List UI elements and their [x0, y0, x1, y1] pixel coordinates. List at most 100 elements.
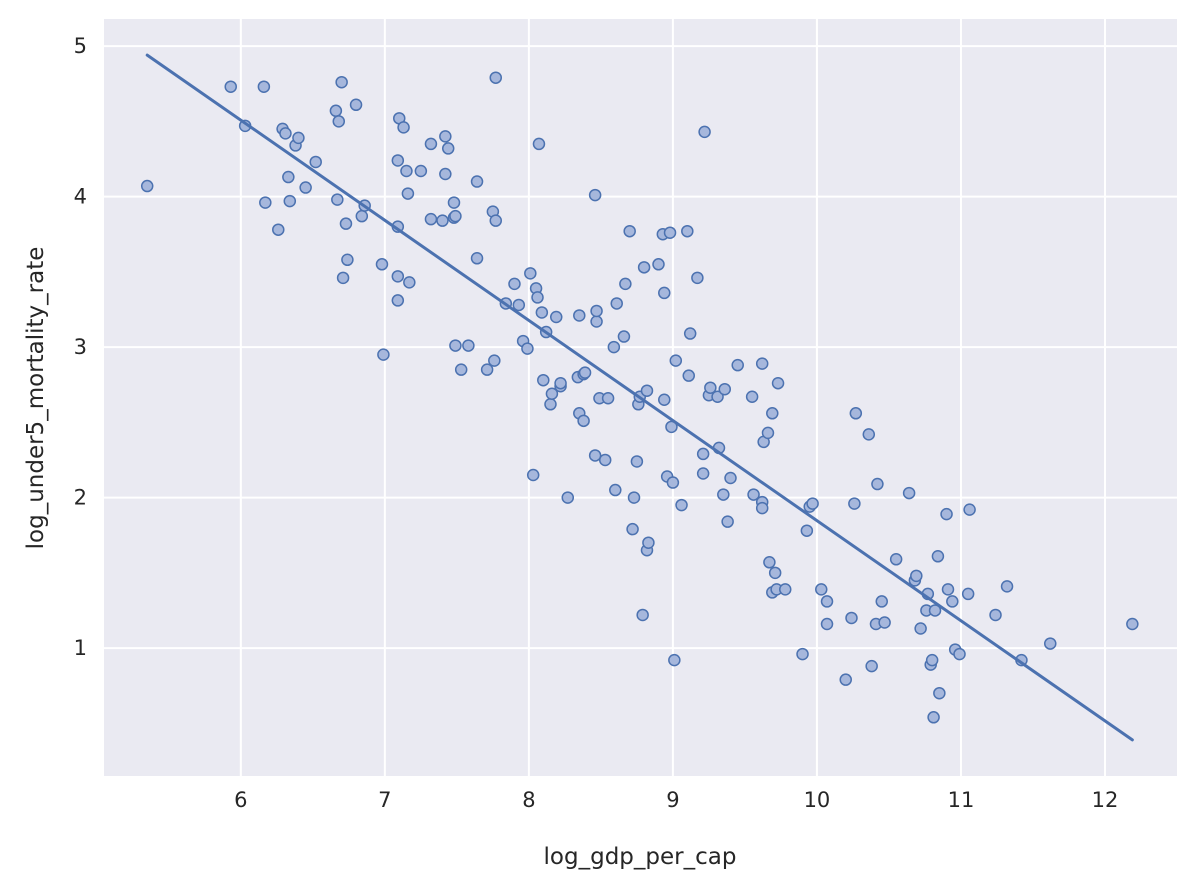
- data-point: [914, 622, 927, 635]
- data-point: [989, 608, 1002, 622]
- data-point: [925, 653, 939, 667]
- data-point: [489, 214, 503, 227]
- data-point: [299, 181, 312, 194]
- data-point: [953, 647, 966, 661]
- data-point: [588, 449, 602, 462]
- data-point: [400, 164, 413, 178]
- data-point: [391, 154, 405, 167]
- x-axis-label: log_gdp_per_cap: [544, 844, 737, 870]
- data-point: [447, 196, 461, 209]
- data-point: [845, 611, 858, 625]
- data-point: [439, 167, 452, 181]
- data-point: [704, 381, 717, 394]
- data-point: [470, 252, 484, 265]
- data-point: [512, 298, 526, 312]
- data-point: [391, 294, 405, 307]
- data-point: [554, 376, 567, 390]
- data-point: [257, 80, 271, 93]
- data-point: [768, 566, 782, 580]
- data-point: [349, 98, 363, 112]
- data-point: [309, 155, 322, 169]
- data-point: [140, 179, 154, 193]
- grid-lines: [104, 19, 1177, 776]
- data-point: [698, 125, 711, 139]
- data-point: [761, 426, 775, 440]
- data-point: [961, 587, 975, 601]
- data-point: [902, 486, 916, 500]
- data-point: [283, 194, 297, 208]
- data-point: [778, 583, 792, 596]
- data-point: [771, 376, 785, 390]
- data-point: [619, 277, 632, 291]
- data-point: [682, 369, 695, 382]
- data-point: [292, 131, 305, 145]
- data-point: [683, 327, 697, 340]
- data-point: [590, 315, 603, 328]
- data-point: [745, 390, 759, 403]
- data-point: [946, 595, 959, 608]
- data-point: [590, 304, 603, 318]
- data-points: [140, 71, 1139, 724]
- data-point: [928, 604, 942, 617]
- data-point: [524, 267, 537, 280]
- data-point: [532, 137, 546, 151]
- data-point: [259, 196, 272, 209]
- data-point: [927, 711, 940, 724]
- data-point: [331, 193, 344, 206]
- data-point: [658, 286, 671, 300]
- data-point: [800, 524, 814, 537]
- data-point: [691, 271, 704, 285]
- data-point: [545, 387, 559, 400]
- data-point: [335, 75, 348, 89]
- data-point: [609, 483, 622, 497]
- data-point: [489, 71, 503, 84]
- data-point: [598, 453, 612, 467]
- data-point: [747, 488, 760, 501]
- data-point: [933, 686, 946, 700]
- data-point: [339, 217, 353, 230]
- data-point: [636, 608, 649, 622]
- data-point: [848, 497, 861, 510]
- data-point: [573, 309, 586, 322]
- data-point: [424, 212, 438, 226]
- data-point: [1000, 580, 1014, 593]
- data-point: [658, 393, 671, 407]
- data-point: [766, 407, 779, 420]
- data-point: [578, 366, 592, 379]
- data-point: [871, 477, 884, 491]
- y-tick-label: 3: [74, 335, 87, 359]
- data-point: [963, 503, 976, 516]
- data-point: [637, 261, 651, 274]
- x-tick-label: 7: [378, 788, 391, 812]
- data-point: [544, 398, 557, 411]
- data-point: [336, 271, 350, 285]
- data-point: [1126, 617, 1139, 631]
- data-point: [875, 595, 888, 608]
- x-tick-labels: 6 7 8 9 10 11 12: [234, 788, 1118, 812]
- y-tick-label: 5: [74, 34, 87, 58]
- data-point: [862, 428, 876, 441]
- data-point: [681, 224, 694, 238]
- x-tick-label: 8: [522, 788, 535, 812]
- data-point: [549, 310, 563, 324]
- data-point: [820, 595, 834, 608]
- data-point: [669, 354, 683, 367]
- data-point: [1044, 637, 1057, 650]
- data-point: [397, 121, 410, 134]
- data-point: [640, 384, 654, 397]
- data-point: [763, 556, 776, 569]
- data-point: [941, 583, 955, 596]
- data-point: [535, 306, 549, 319]
- data-point: [470, 175, 484, 188]
- data-point: [537, 373, 550, 387]
- data-point: [279, 127, 292, 140]
- data-point: [577, 414, 590, 428]
- data-point: [910, 569, 923, 583]
- x-tick-label: 6: [234, 788, 247, 812]
- data-point: [526, 468, 540, 482]
- data-point: [488, 354, 501, 367]
- x-tick-label: 10: [804, 788, 831, 812]
- data-point: [668, 653, 681, 667]
- y-tick-label: 1: [74, 636, 87, 660]
